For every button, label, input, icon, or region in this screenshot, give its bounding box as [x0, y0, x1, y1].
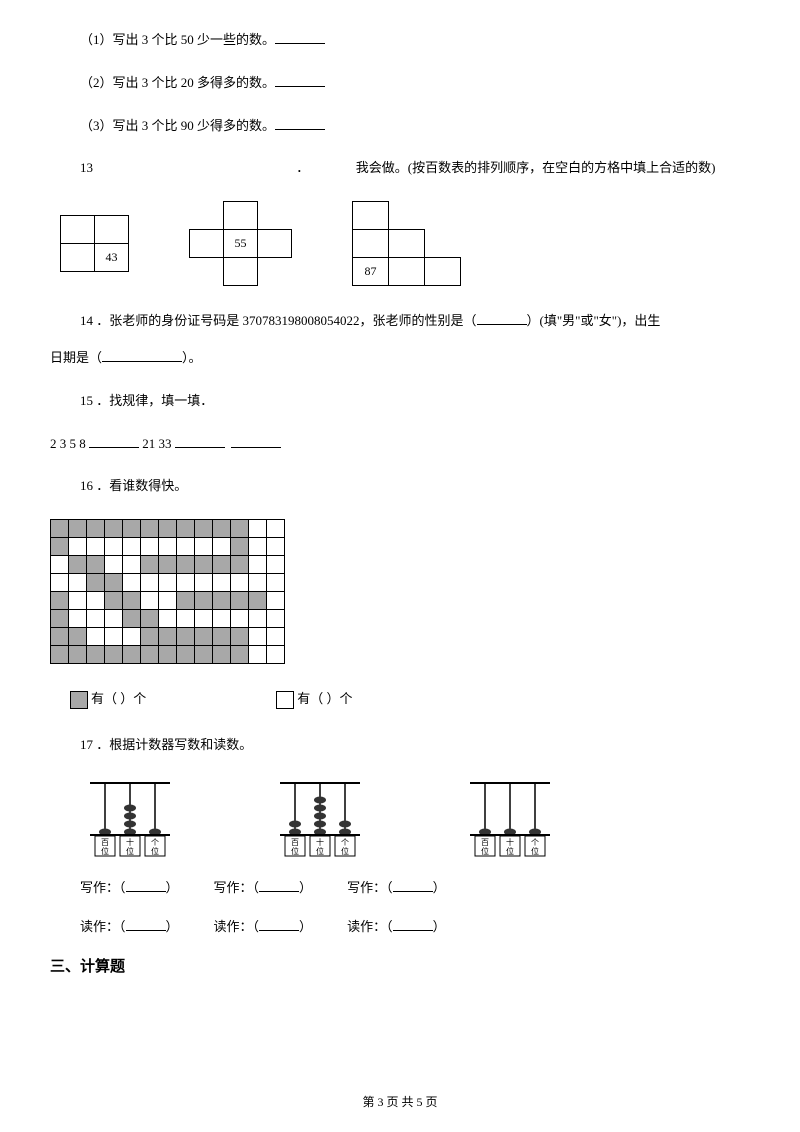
- abacus-figure: 百位十位个位: [460, 778, 560, 858]
- q15-seq-a: 2 3 5 8: [50, 436, 89, 451]
- section-3-title: 三、计算题: [50, 955, 750, 979]
- svg-text:位: 位: [126, 846, 134, 856]
- blank: [275, 31, 325, 44]
- q13-num: 13: [80, 160, 93, 175]
- grid-figure-1: 43: [60, 215, 129, 272]
- write-label-1: 写作：（: [80, 880, 126, 895]
- write-label-2: 写作：（: [214, 880, 260, 895]
- blank: [259, 918, 299, 931]
- blank: [102, 349, 182, 362]
- svg-text:十: 十: [126, 837, 134, 847]
- read-label-3: 读作：（: [347, 919, 393, 934]
- blank: [477, 312, 527, 325]
- svg-text:位: 位: [101, 846, 109, 856]
- q17-text: 17 ．根据计数器写数和读数。: [80, 735, 720, 756]
- q13-text: 我会做。(按百数表的排列顺序，在空白的方格中填上合适的数): [356, 160, 716, 175]
- grid3-val: 87: [353, 258, 389, 286]
- blank: [275, 74, 325, 87]
- abacus-row: 百位十位个位百位十位个位百位十位个位: [80, 778, 750, 858]
- blank: [126, 879, 166, 892]
- read-end: ）: [433, 919, 446, 934]
- write-label-3: 写作：（: [347, 880, 393, 895]
- empty-swatch-icon: [276, 691, 294, 709]
- page-footer: 第 3 页 共 5 页: [0, 1093, 800, 1112]
- pixel-grid: [50, 519, 750, 664]
- abacus-figure: 百位十位个位: [270, 778, 370, 858]
- q14-text-b: ）(填"男"或"女")，出生: [527, 313, 661, 328]
- legend-b-text: 有（ ）个: [297, 691, 352, 706]
- svg-text:个: 个: [341, 838, 349, 847]
- q14-text-c: 日期是（: [50, 350, 102, 365]
- svg-text:百: 百: [481, 838, 489, 847]
- legend-empty: 有（ ）个: [276, 689, 352, 710]
- blank: [393, 918, 433, 931]
- read-label-1: 读作：（: [80, 919, 126, 934]
- blank: [275, 117, 325, 130]
- write-end: ）: [433, 880, 446, 895]
- q14-text-d: ）。: [182, 350, 202, 365]
- grid2-val: 55: [224, 230, 258, 258]
- svg-text:百: 百: [101, 838, 109, 847]
- grid-figure-2: 55: [189, 201, 292, 286]
- read-end: ）: [299, 919, 312, 934]
- legend-a-text: 有（ ）个: [91, 691, 146, 706]
- q2-text: （2）写出 3 个比 20 多得多的数。: [80, 75, 275, 90]
- grid1-val: 43: [95, 244, 129, 272]
- blank: [231, 435, 281, 448]
- svg-text:个: 个: [531, 838, 539, 847]
- blank: [89, 435, 139, 448]
- abacus-figure: 百位十位个位: [80, 778, 180, 858]
- read-end: ）: [166, 919, 179, 934]
- svg-text:位: 位: [481, 846, 489, 856]
- svg-text:位: 位: [151, 846, 159, 856]
- read-label-2: 读作：（: [214, 919, 260, 934]
- write-end: ）: [166, 880, 179, 895]
- blank: [175, 435, 225, 448]
- q16-text: 16 ．看谁数得快。: [80, 476, 720, 497]
- svg-text:个: 个: [151, 838, 159, 847]
- svg-text:十: 十: [506, 837, 514, 847]
- blank: [259, 879, 299, 892]
- blank: [393, 879, 433, 892]
- q15-text: 15 ．找规律，填一填．: [80, 391, 720, 412]
- q15-seq-b: 21 33: [142, 436, 175, 451]
- filled-swatch-icon: [70, 691, 88, 709]
- q14-text-a: 14 ．张老师的身份证号码是 370783198008054022，张老师的性别…: [80, 313, 477, 328]
- svg-text:十: 十: [316, 837, 324, 847]
- svg-text:位: 位: [291, 846, 299, 856]
- q1-text: （1）写出 3 个比 50 少一些的数。: [80, 32, 275, 47]
- q3-text: （3）写出 3 个比 90 少得多的数。: [80, 118, 275, 133]
- write-end: ）: [299, 880, 312, 895]
- svg-text:位: 位: [506, 846, 514, 856]
- svg-text:位: 位: [531, 846, 539, 856]
- svg-text:百: 百: [291, 838, 299, 847]
- grid-figure-3: 87: [352, 201, 461, 286]
- blank: [126, 918, 166, 931]
- svg-text:位: 位: [316, 846, 324, 856]
- svg-text:位: 位: [341, 846, 349, 856]
- legend-filled: 有（ ）个: [70, 689, 146, 710]
